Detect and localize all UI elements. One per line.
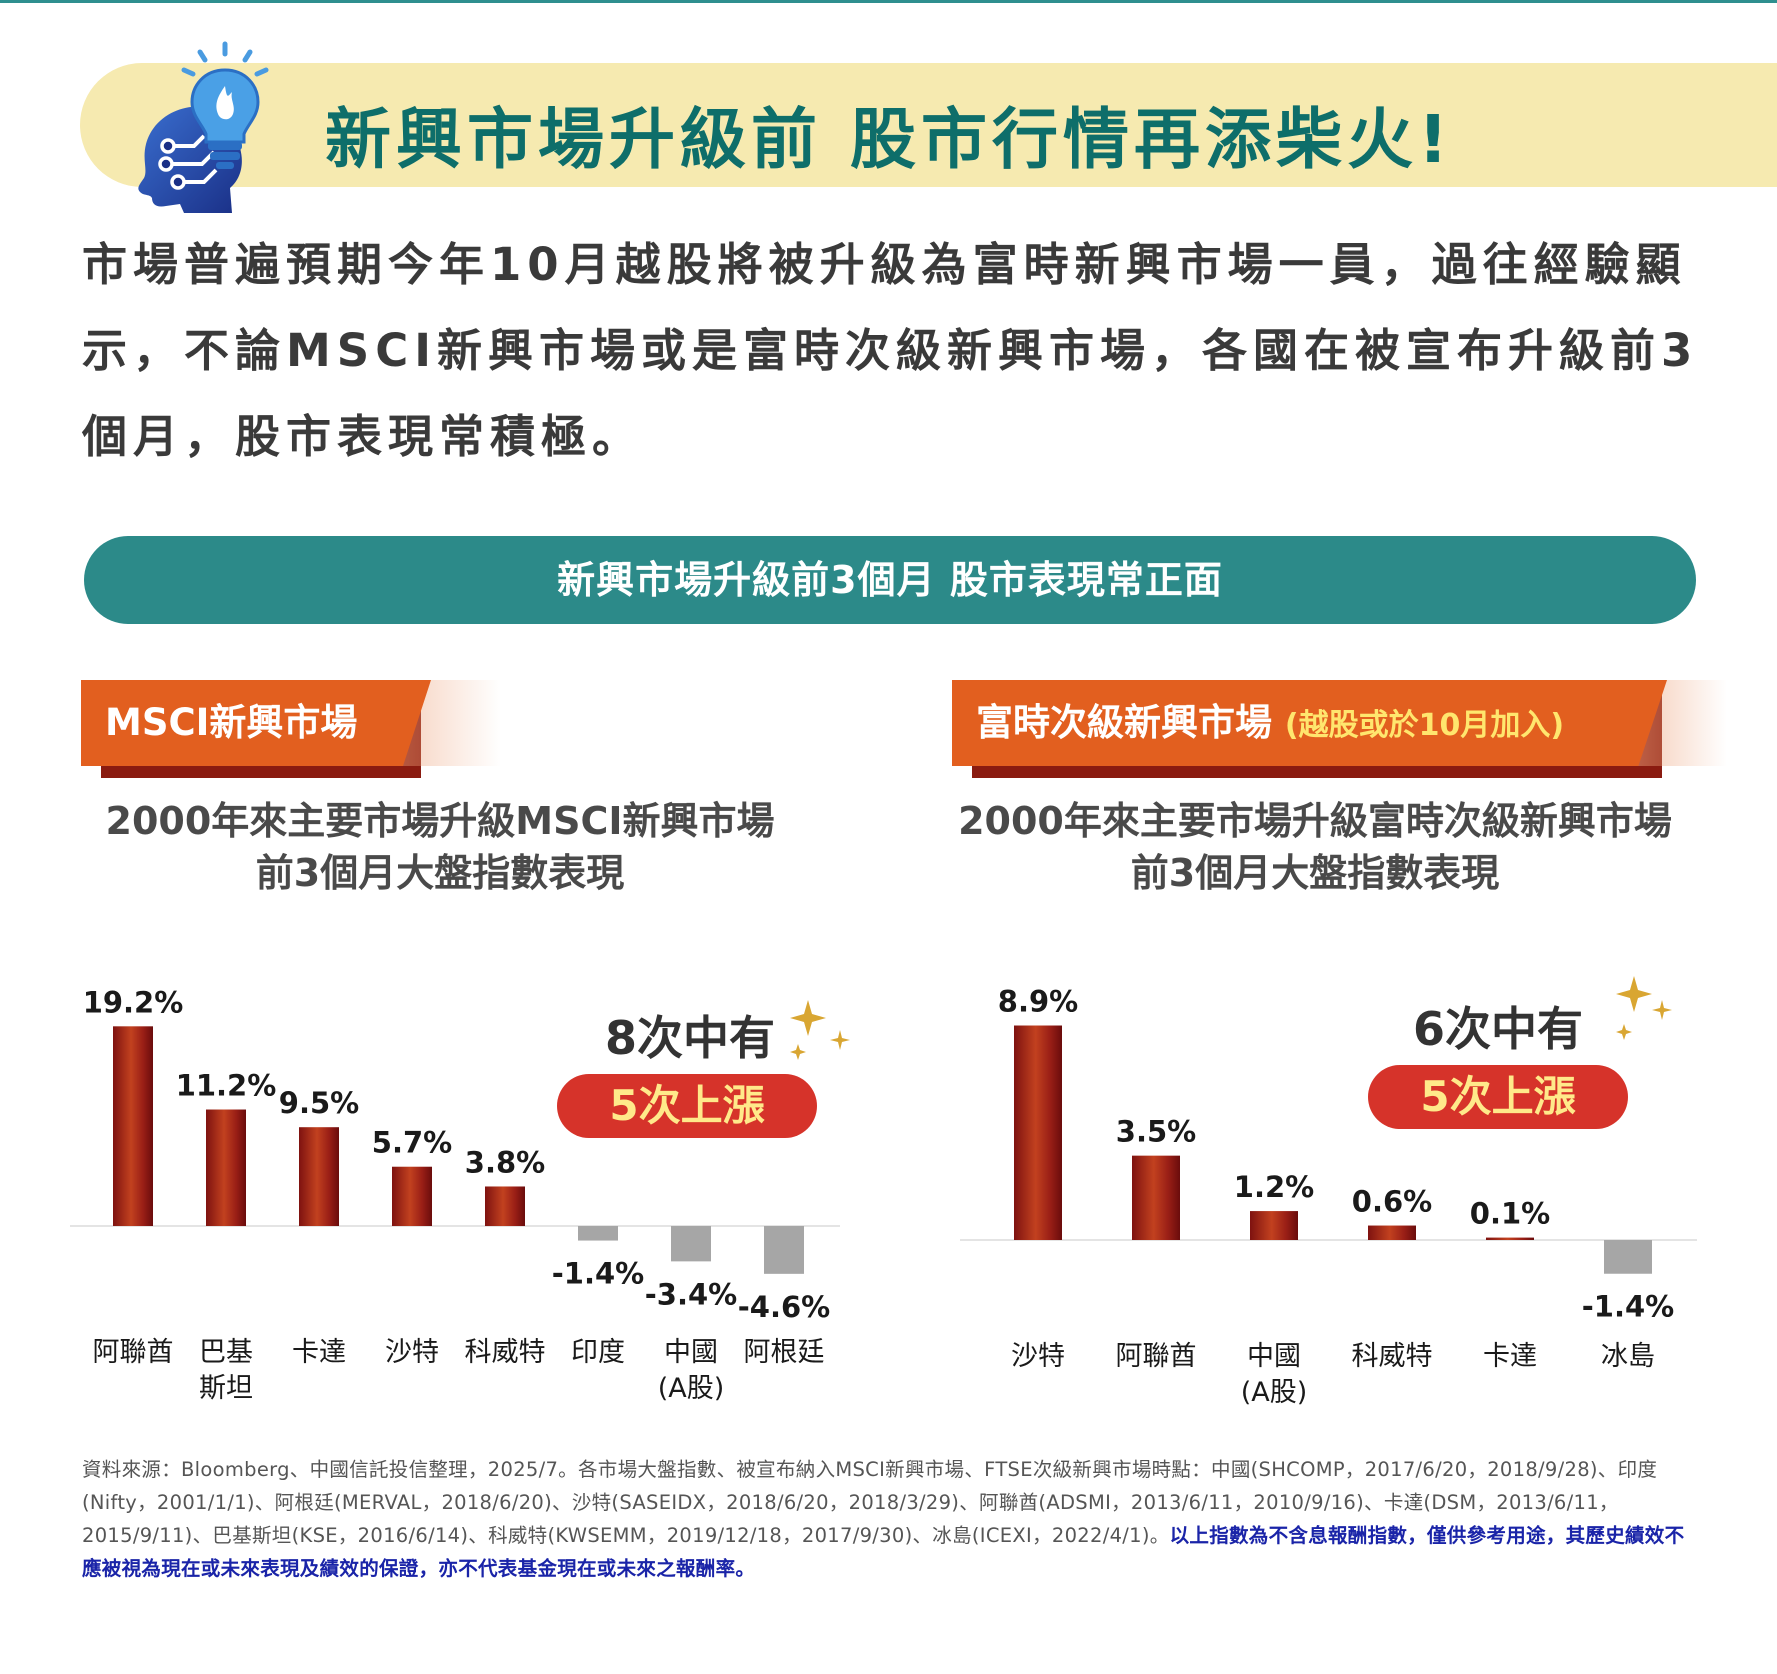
left-chart-title: 2000年來主要市場升級MSCI新興市場 前3個月大盤指數表現 — [60, 795, 820, 899]
right-category-label-4: 科威特 — [1352, 1341, 1433, 1372]
right-callout-text: 6次中有 — [1413, 1002, 1583, 1056]
right-chart-title: 2000年來主要市場升級富時次級新興市場 前3個月大盤指數表現 — [935, 795, 1695, 899]
left-bar-3 — [299, 1127, 339, 1226]
right-category-label-5: 卡達 — [1483, 1341, 1537, 1372]
left-bar-label-4: 5.7% — [372, 1126, 452, 1160]
left-bar-5 — [485, 1186, 525, 1226]
left-category-label-7-line2: (A股) — [658, 1373, 725, 1404]
bar-charts: 19.2% 阿聯酋 11.2% 巴基斯坦 9.5% 卡達 5.7% 沙特 3.8% 科威特 -1.4… — [70, 976, 1697, 1408]
left-sparkle-icon — [790, 1000, 850, 1060]
right-bar-6 — [1604, 1240, 1652, 1274]
right-category-label-3-line2: (A股) — [1241, 1377, 1308, 1408]
left-bar-4 — [392, 1166, 432, 1226]
footnote-source: 資料來源：Bloomberg、中國信託投信整理，2025/7。各市場大盤指數、被… — [82, 1458, 1658, 1547]
left-bar-label-1: 19.2% — [83, 985, 184, 1019]
msci-tag-label: MSCI新興市場 — [81, 680, 431, 766]
left-bar-7 — [671, 1226, 711, 1262]
right-callout-badge-text: 5次上漲 — [1420, 1072, 1575, 1121]
left-bar-label-2: 11.2% — [176, 1069, 277, 1103]
left-chart-title-line1: 2000年來主要市場升級MSCI新興市場 — [105, 799, 775, 843]
left-category-label-1: 阿聯酋 — [93, 1337, 174, 1368]
left-category-label-4: 沙特 — [385, 1337, 439, 1368]
right-category-label-2: 阿聯酋 — [1116, 1341, 1197, 1372]
right-category-label-3-line1: 中國 — [1247, 1341, 1301, 1372]
msci-tag: MSCI新興市場 — [81, 680, 501, 778]
left-callout-badge-text: 5次上漲 — [609, 1081, 764, 1130]
intro-paragraph: 市場普遍預期今年10月越股將被升級為富時新興市場一員，過往經驗顯示，不論MSCI… — [82, 238, 1699, 463]
right-bar-label-2: 3.5% — [1116, 1115, 1196, 1149]
left-bar-label-6: -1.4% — [552, 1257, 644, 1291]
right-bar-3 — [1250, 1211, 1298, 1240]
right-category-label-1: 沙特 — [1011, 1341, 1065, 1372]
right-bar-1 — [1014, 1025, 1062, 1240]
left-bar-8 — [764, 1226, 804, 1274]
right-bar-2 — [1132, 1155, 1180, 1240]
right-callout-badge — [1368, 1065, 1628, 1129]
left-bar-label-7: -3.4% — [645, 1277, 737, 1311]
left-callout-badge — [557, 1074, 817, 1138]
right-bar-label-6: -1.4% — [1582, 1290, 1674, 1324]
right-bar-label-4: 0.6% — [1352, 1185, 1432, 1219]
right-chart-title-line1: 2000年來主要市場升級富時次級新興市場 — [958, 799, 1672, 843]
top-divider-line — [0, 0, 1777, 3]
right-chart-title-line2: 前3個月大盤指數表現 — [1130, 851, 1500, 895]
right-bar-label-3: 1.2% — [1234, 1170, 1314, 1204]
ftse-tag-box: 富時次級新興市場 (越股或於10月加入) — [952, 680, 1667, 766]
left-chart-title-line2: 前3個月大盤指數表現 — [255, 851, 625, 895]
left-callout-text: 8次中有 — [605, 1011, 775, 1065]
left-category-label-2-line1: 巴基 — [199, 1337, 253, 1368]
right-bar-label-5: 0.1% — [1470, 1197, 1550, 1231]
ftse-tag-label: 富時次級新興市場 — [976, 701, 1272, 744]
ftse-tag: 富時次級新興市場 (越股或於10月加入) — [952, 680, 1727, 778]
left-category-label-6: 印度 — [571, 1337, 625, 1368]
right-category-label-6: 冰島 — [1601, 1341, 1655, 1372]
left-category-label-3: 卡達 — [292, 1337, 346, 1368]
left-category-label-8: 阿根廷 — [744, 1337, 825, 1368]
title-band — [80, 63, 1777, 187]
left-bar-label-8: -4.6% — [738, 1290, 830, 1324]
ftse-tag-note: (越股或於10月加入) — [1284, 708, 1565, 743]
left-category-label-5: 科威特 — [465, 1337, 546, 1368]
left-bar-2 — [206, 1109, 246, 1226]
section-banner: 新興市場升級前3個月 股市表現常正面 — [84, 536, 1696, 624]
left-category-label-2-line2: 斯坦 — [199, 1373, 253, 1404]
left-bar-1 — [113, 1026, 153, 1226]
left-bar-6 — [578, 1226, 618, 1241]
right-bar-5 — [1486, 1237, 1534, 1240]
footnote: 資料來源：Bloomberg、中國信託投信整理，2025/7。各市場大盤指數、被… — [82, 1453, 1702, 1585]
footnote-disclaimer: 以上指數為不含息報酬指數，僅供參考用途，其歷史績效不應被視為現在或未來表現及績效… — [82, 1524, 1685, 1580]
right-bar-label-1: 8.9% — [998, 985, 1078, 1019]
left-bar-label-3: 9.5% — [279, 1086, 359, 1120]
left-category-label-7-line1: 中國 — [664, 1337, 718, 1368]
head-lightbulb-icon — [138, 41, 269, 213]
page-title: 新興市場升級前 股市行情再添柴火! — [325, 101, 1454, 178]
right-sparkle-icon — [1616, 976, 1672, 1040]
left-bar-label-5: 3.8% — [465, 1145, 545, 1179]
right-bar-4 — [1368, 1225, 1416, 1240]
